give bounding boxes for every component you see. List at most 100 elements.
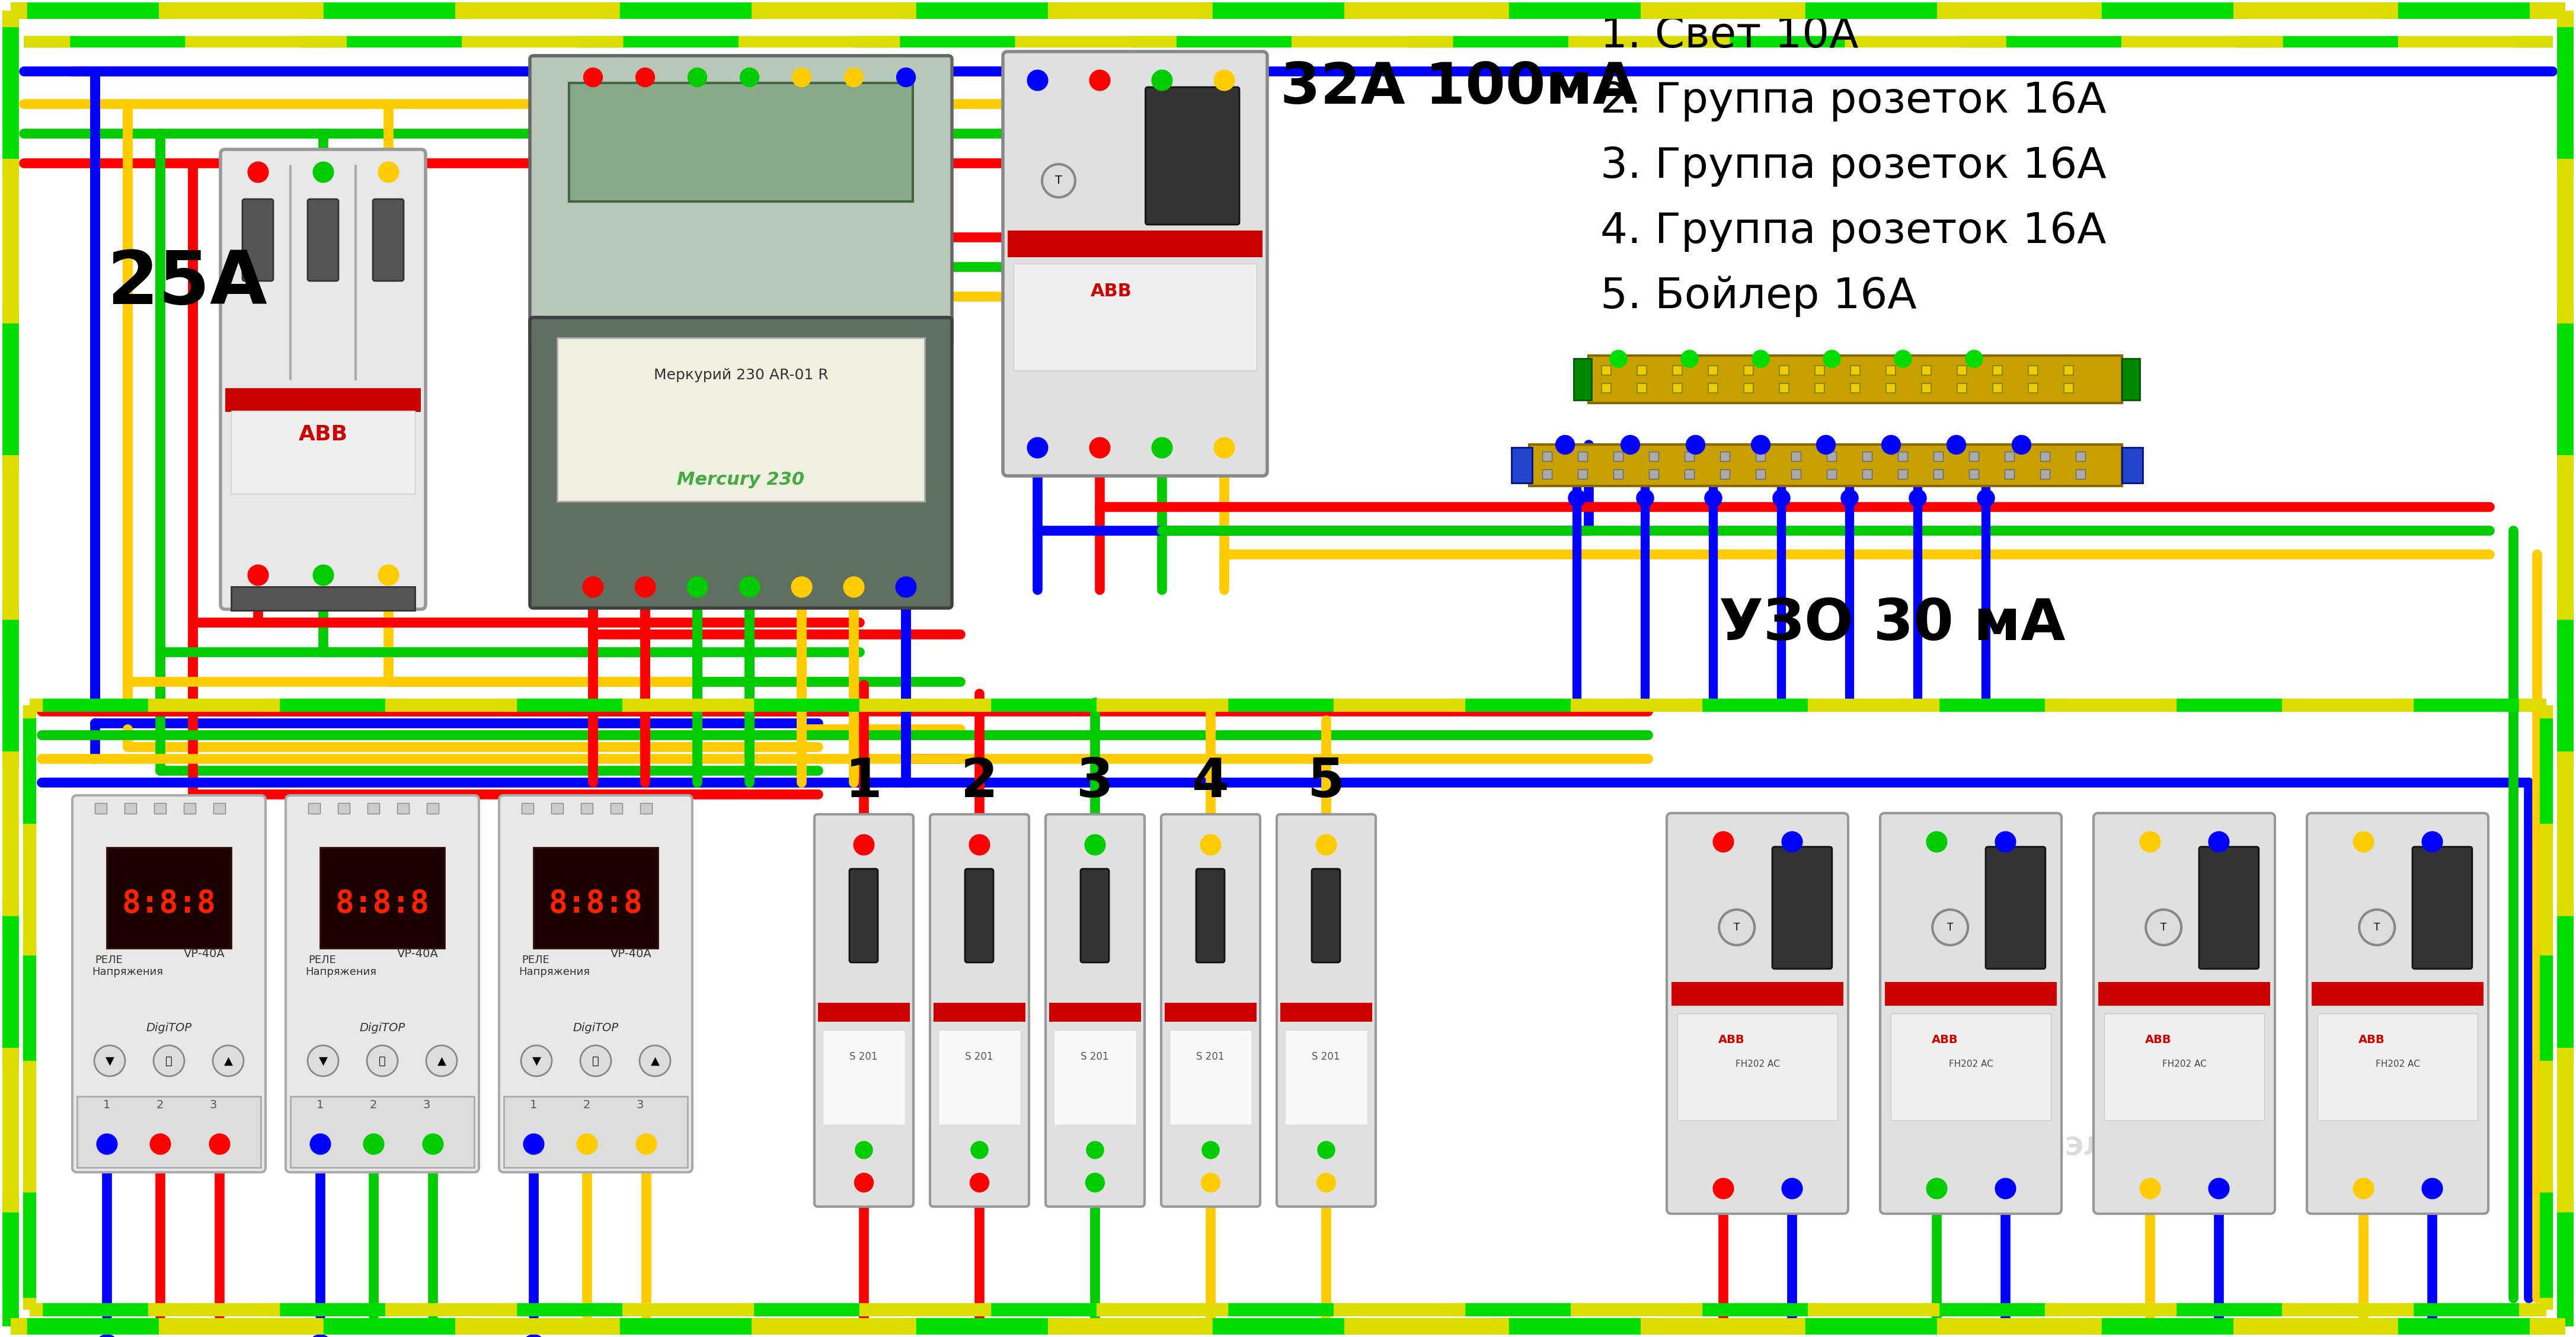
FancyBboxPatch shape: [72, 796, 265, 1173]
Bar: [2318, 1013, 2478, 1120]
Bar: [183, 804, 196, 814]
Text: РЕЛЕ: РЕЛЕ: [95, 955, 124, 965]
Text: DigiTOP: DigiTOP: [361, 1023, 404, 1034]
Text: ABB: ABB: [1718, 1034, 1744, 1046]
Text: 5: 5: [1306, 757, 1345, 809]
Bar: [309, 804, 319, 814]
Bar: [933, 1003, 1025, 1021]
Text: ABB: ABB: [1932, 1034, 1958, 1046]
Bar: [1285, 1029, 1368, 1124]
Text: 8:8:8: 8:8:8: [121, 888, 216, 920]
Text: 1: 1: [845, 757, 881, 809]
Bar: [1048, 1003, 1141, 1021]
Bar: [569, 83, 912, 202]
Text: FH202 AC: FH202 AC: [2375, 1060, 2419, 1068]
Text: S 201: S 201: [850, 1051, 878, 1062]
FancyBboxPatch shape: [966, 869, 994, 963]
Bar: [1007, 230, 1262, 257]
Text: ABB: ABB: [2360, 1034, 2385, 1046]
Bar: [232, 587, 415, 611]
Text: 2: 2: [157, 1099, 165, 1111]
Text: DigiTOP: DigiTOP: [147, 1023, 191, 1034]
Text: ABB: ABB: [299, 424, 348, 444]
Text: S 201: S 201: [1195, 1051, 1224, 1062]
Bar: [938, 1029, 1020, 1124]
FancyBboxPatch shape: [307, 199, 337, 281]
Text: VP-40А: VP-40А: [611, 948, 652, 960]
Text: 4. Группа розеток 16А: 4. Группа розеток 16А: [1600, 211, 2107, 251]
Text: 5. Бойлер 16А: 5. Бойлер 16А: [1600, 275, 1917, 317]
Circle shape: [95, 1046, 126, 1076]
Bar: [641, 804, 652, 814]
Circle shape: [425, 1046, 456, 1076]
Bar: [1677, 1013, 1837, 1120]
Text: 3: 3: [209, 1099, 216, 1111]
Text: T: T: [2161, 923, 2166, 933]
Text: 1: 1: [103, 1099, 111, 1111]
Text: ABB: ABB: [1090, 282, 1131, 299]
Circle shape: [2146, 909, 2182, 945]
Text: S 201: S 201: [1082, 1051, 1108, 1062]
Bar: [1512, 448, 1533, 483]
FancyBboxPatch shape: [286, 796, 479, 1173]
Bar: [214, 804, 224, 814]
FancyBboxPatch shape: [1146, 87, 1239, 225]
Bar: [580, 804, 592, 814]
Bar: [819, 1003, 909, 1021]
Text: 1: 1: [317, 1099, 325, 1111]
Text: 2: 2: [582, 1099, 590, 1111]
Bar: [1012, 263, 1257, 370]
FancyBboxPatch shape: [1311, 869, 1340, 963]
Bar: [1164, 1003, 1257, 1021]
Bar: [556, 338, 925, 501]
Circle shape: [639, 1046, 670, 1076]
Text: 32А 100мА: 32А 100мА: [1280, 60, 1638, 115]
Text: VP-40А: VP-40А: [397, 948, 438, 960]
FancyBboxPatch shape: [222, 150, 425, 610]
Bar: [106, 848, 232, 948]
Bar: [551, 804, 564, 814]
Bar: [1530, 444, 2123, 485]
FancyBboxPatch shape: [930, 814, 1028, 1206]
Bar: [520, 804, 533, 814]
Circle shape: [1932, 909, 1968, 945]
Bar: [224, 388, 420, 412]
FancyBboxPatch shape: [1667, 813, 1847, 1214]
Bar: [337, 804, 350, 814]
FancyBboxPatch shape: [1880, 813, 2061, 1214]
Bar: [533, 848, 657, 948]
Text: ⓘ: ⓘ: [165, 1055, 173, 1067]
Bar: [1891, 1013, 2050, 1120]
FancyBboxPatch shape: [1772, 846, 1832, 969]
FancyBboxPatch shape: [814, 814, 914, 1206]
Bar: [368, 804, 379, 814]
Text: ▼: ▼: [533, 1055, 541, 1067]
FancyBboxPatch shape: [531, 317, 953, 608]
Bar: [2123, 448, 2143, 483]
Bar: [2311, 983, 2483, 1005]
Text: САМЭЛЕКТРИК.РУ: САМЭЛЕКТРИК.РУ: [2004, 1136, 2264, 1161]
Bar: [611, 804, 623, 814]
Bar: [1886, 983, 2056, 1005]
Text: 4: 4: [1193, 757, 1229, 809]
Text: 1: 1: [531, 1099, 538, 1111]
Text: VP-40А: VP-40А: [183, 948, 224, 960]
Text: 2. Группа розеток 16А: 2. Группа розеток 16А: [1600, 80, 2107, 122]
Text: 3: 3: [1077, 757, 1113, 809]
Bar: [124, 804, 137, 814]
Circle shape: [155, 1046, 185, 1076]
Bar: [1280, 1003, 1373, 1021]
Text: 25А: 25А: [106, 247, 268, 320]
FancyBboxPatch shape: [1002, 52, 1267, 476]
FancyBboxPatch shape: [374, 199, 404, 281]
Bar: [2099, 983, 2269, 1005]
Text: T: T: [1734, 923, 1739, 933]
Bar: [319, 848, 446, 948]
Circle shape: [1718, 909, 1754, 945]
Text: Напряжения: Напряжения: [93, 967, 162, 977]
Text: FH202 AC: FH202 AC: [1736, 1060, 1780, 1068]
Circle shape: [580, 1046, 611, 1076]
Circle shape: [520, 1046, 551, 1076]
Bar: [95, 804, 106, 814]
Text: FH202 AC: FH202 AC: [2161, 1060, 2208, 1068]
